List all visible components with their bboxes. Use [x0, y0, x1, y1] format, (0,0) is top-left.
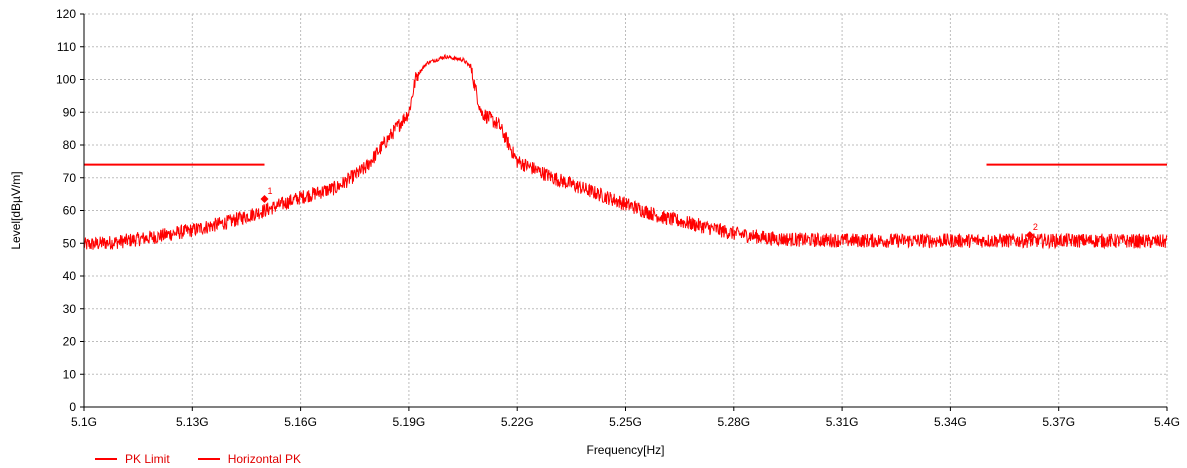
y-tick-label: 70 — [63, 171, 77, 185]
x-tick-label: 5.13G — [176, 415, 209, 429]
x-tick-label: 5.4G — [1154, 415, 1180, 429]
x-axis-title: Frequency[Hz] — [586, 443, 664, 457]
y-tick-label: 50 — [63, 236, 77, 250]
legend-item-pk-limit[interactable]: PK Limit — [95, 452, 170, 466]
x-tick-label: 5.1G — [71, 415, 97, 429]
y-tick-label: 60 — [63, 204, 77, 218]
series-layer — [83, 53, 1168, 250]
y-axis-ticks: 0 10 20 30 40 50 60 70 80 90 100 110 120 — [56, 7, 84, 414]
legend-label-horizontal-pk: Horizontal PK — [227, 452, 302, 466]
x-tick-label: 5.22G — [501, 415, 534, 429]
marker-diamond[interactable] — [260, 195, 269, 204]
marker-diamond[interactable] — [1025, 231, 1034, 240]
y-tick-label: 80 — [63, 138, 77, 152]
marker-label: 1 — [268, 186, 273, 196]
y-tick-label: 20 — [63, 335, 77, 349]
y-tick-label: 0 — [69, 400, 76, 414]
marker-layer: 12 — [260, 186, 1038, 240]
x-tick-label: 5.34G — [934, 415, 967, 429]
x-tick-label: 5.19G — [393, 415, 426, 429]
legend-swatch-pk-limit — [95, 458, 117, 460]
y-tick-label: 120 — [56, 7, 76, 21]
y-tick-label: 110 — [57, 40, 76, 54]
legend-label-pk-limit: PK Limit — [125, 452, 170, 466]
y-tick-label: 100 — [56, 73, 76, 87]
x-tick-label: 5.25G — [609, 415, 642, 429]
marker-label: 2 — [1033, 222, 1038, 232]
grid — [83, 13, 1168, 408]
horizontal-pk-trace — [83, 53, 1168, 250]
legend-item-horizontal-pk[interactable]: Horizontal PK — [197, 452, 302, 466]
y-axis-title: Level[dBµV/m] — [9, 171, 23, 249]
x-tick-label: 5.37G — [1042, 415, 1075, 429]
x-axis-ticks: 5.1G 5.13G 5.16G 5.19G 5.22G 5.25G 5.28G 5.31G 5… — [71, 407, 1180, 429]
y-tick-label: 90 — [63, 105, 77, 119]
legend-swatch-horizontal-pk — [197, 458, 220, 460]
x-tick-label: 5.31G — [826, 415, 859, 429]
legend: PK Limit Horizontal PK — [95, 452, 329, 466]
y-tick-label: 40 — [63, 269, 77, 283]
x-tick-label: 5.16G — [284, 415, 317, 429]
y-tick-label: 10 — [63, 367, 77, 381]
x-tick-label: 5.28G — [717, 415, 750, 429]
y-tick-label: 30 — [63, 302, 77, 316]
